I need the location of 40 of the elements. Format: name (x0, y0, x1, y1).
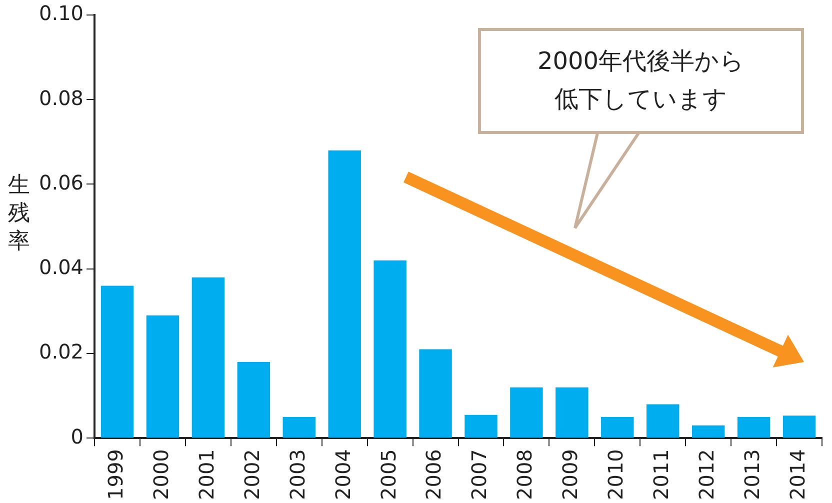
bar (100, 286, 134, 438)
x-tick-label: 2003 (285, 449, 310, 500)
y-axis-title: 生残率 (8, 172, 30, 256)
x-tick-label: 2004 (330, 449, 355, 500)
x-tick-label: 2010 (604, 449, 628, 500)
x-tick-label: 2008 (512, 449, 537, 500)
bar (464, 414, 498, 438)
x-tick-label: 1999 (103, 449, 128, 500)
x-tick-label: 2005 (376, 449, 400, 500)
y-tick-label: 0.02 (39, 340, 84, 364)
bar (737, 416, 770, 438)
bar (510, 387, 543, 438)
x-tick-label: 2012 (694, 449, 719, 500)
bar (328, 150, 361, 438)
x-tick-label: 2002 (240, 449, 264, 500)
x-tick-label: 2009 (558, 449, 582, 500)
y-tick-label: 0.04 (39, 255, 84, 280)
bar (601, 416, 634, 438)
y-tick-label: 0.10 (39, 1, 84, 26)
bar (556, 387, 588, 438)
x-tick-label: 2001 (194, 449, 218, 500)
annotation: 2000年代後半から低下しています (536, 46, 746, 115)
bar (692, 425, 725, 438)
y-tick-label: 0.06 (39, 170, 84, 194)
x-tick-label: 2007 (467, 449, 492, 500)
x-tick-label: 2013 (740, 449, 764, 500)
x-tick-label: 2006 (422, 449, 446, 500)
bar (646, 404, 680, 438)
bar (192, 277, 225, 438)
bar (374, 260, 406, 438)
x-tick-label: 2014 (785, 449, 810, 500)
x-tick-label: 2011 (649, 449, 674, 500)
y-tick-label: 0.08 (39, 86, 84, 110)
y-tick-label: 0 (70, 424, 84, 448)
bar (782, 416, 816, 438)
x-tick-label: 2000 (148, 449, 173, 500)
bar (282, 416, 316, 438)
bar (146, 315, 180, 438)
bar (419, 349, 452, 438)
bar (237, 362, 270, 438)
